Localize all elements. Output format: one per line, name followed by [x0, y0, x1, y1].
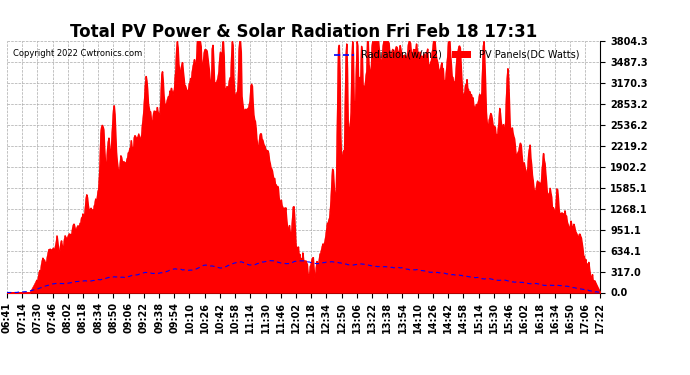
Text: Copyright 2022 Cwtronics.com: Copyright 2022 Cwtronics.com	[13, 49, 142, 58]
Title: Total PV Power & Solar Radiation Fri Feb 18 17:31: Total PV Power & Solar Radiation Fri Feb…	[70, 23, 538, 41]
Legend: Radiation(w/m2), PV Panels(DC Watts): Radiation(w/m2), PV Panels(DC Watts)	[331, 46, 584, 64]
